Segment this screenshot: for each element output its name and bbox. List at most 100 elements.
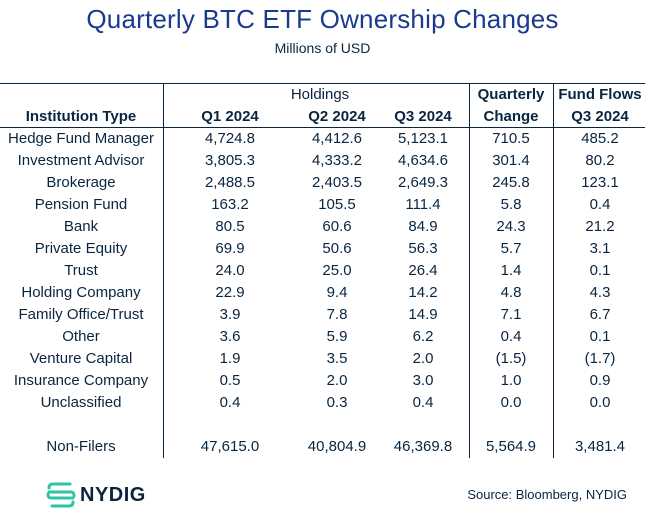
column-divider-3 bbox=[553, 84, 554, 458]
q1-cell: 3,805.3 bbox=[204, 152, 256, 169]
q2-cell: 50.6 bbox=[322, 240, 352, 257]
q1-cell: 163.2 bbox=[211, 196, 249, 213]
q2-cell: 25.0 bbox=[322, 262, 352, 279]
q1-cell: 80.5 bbox=[215, 218, 245, 235]
change-cell: 0.4 bbox=[500, 328, 522, 345]
change-cell: 0.0 bbox=[500, 394, 522, 411]
q3-header: Q3 2024 bbox=[394, 108, 452, 125]
q3-cell: 2,649.3 bbox=[397, 174, 449, 191]
flows-cell: 4.3 bbox=[589, 284, 611, 301]
q2-cell: 5.9 bbox=[326, 328, 348, 345]
column-divider-2 bbox=[469, 84, 470, 458]
holdings-group-header: Holdings bbox=[290, 86, 350, 103]
institution-cell: Insurance Company bbox=[13, 372, 149, 389]
flows-cell: 0.9 bbox=[589, 372, 611, 389]
q3-cell: 4,634.6 bbox=[397, 152, 449, 169]
change-cell: 1.0 bbox=[500, 372, 522, 389]
q2-cell: 2,403.5 bbox=[311, 174, 363, 191]
flows-cell: 3.1 bbox=[589, 240, 611, 257]
institution-cell: Hedge Fund Manager bbox=[8, 130, 154, 147]
q3-cell: 2.0 bbox=[412, 350, 434, 367]
q1-cell: 3.9 bbox=[219, 306, 241, 323]
q3-cell: 14.2 bbox=[408, 284, 438, 301]
chart-title: Quarterly BTC ETF Ownership Changes bbox=[86, 4, 559, 34]
q1-header: Q1 2024 bbox=[201, 108, 259, 125]
change-cell: 1.4 bbox=[500, 262, 522, 279]
institution-cell: Non-Filers bbox=[46, 438, 116, 455]
flows-cell: 485.2 bbox=[581, 130, 619, 147]
change-cell: 7.1 bbox=[500, 306, 522, 323]
institution-cell: Family Office/Trust bbox=[18, 306, 144, 323]
institution-cell: Bank bbox=[63, 218, 99, 235]
q2-cell: 2.0 bbox=[326, 372, 348, 389]
q2-cell: 4,412.6 bbox=[311, 130, 363, 147]
q2-cell: 40,804.9 bbox=[307, 438, 367, 455]
change-cell: 4.8 bbox=[500, 284, 522, 301]
q1-cell: 3.6 bbox=[219, 328, 241, 345]
institution-cell: Trust bbox=[64, 262, 98, 279]
institution-cell: Other bbox=[62, 328, 100, 345]
q3-cell: 0.4 bbox=[412, 394, 434, 411]
institution-cell: Venture Capital bbox=[29, 350, 133, 367]
q1-cell: 2,488.5 bbox=[204, 174, 256, 191]
q3-cell: 84.9 bbox=[408, 218, 438, 235]
q3-cell: 14.9 bbox=[408, 306, 438, 323]
flows-cell: 0.0 bbox=[589, 394, 611, 411]
q3-cell: 5,123.1 bbox=[397, 130, 449, 147]
q2-header: Q2 2024 bbox=[308, 108, 366, 125]
flows-cell: (1.7) bbox=[584, 350, 616, 367]
q2-cell: 9.4 bbox=[326, 284, 348, 301]
change-cell: 5,564.9 bbox=[485, 438, 537, 455]
q1-cell: 69.9 bbox=[215, 240, 245, 257]
flows-cell: 80.2 bbox=[585, 152, 615, 169]
change-cell: 301.4 bbox=[492, 152, 530, 169]
chart-subtitle: Millions of USD bbox=[274, 40, 371, 56]
institution-cell: Brokerage bbox=[46, 174, 116, 191]
q2-cell: 7.8 bbox=[326, 306, 348, 323]
change-cell: (1.5) bbox=[495, 350, 527, 367]
flows-cell: 0.4 bbox=[589, 196, 611, 213]
q1-cell: 0.5 bbox=[219, 372, 241, 389]
q2-cell: 3.5 bbox=[326, 350, 348, 367]
change-cell: 24.3 bbox=[496, 218, 526, 235]
q2-cell: 4,333.2 bbox=[311, 152, 363, 169]
nydig-logo-icon bbox=[46, 482, 76, 508]
institution-cell: Investment Advisor bbox=[17, 152, 145, 169]
change-cell: 5.8 bbox=[500, 196, 522, 213]
quarterly-header-bottom: Change bbox=[483, 108, 539, 125]
quarterly-header-top: Quarterly bbox=[477, 86, 545, 103]
q3-cell: 46,369.8 bbox=[393, 438, 453, 455]
q3-cell: 6.2 bbox=[412, 328, 434, 345]
q3-cell: 3.0 bbox=[412, 372, 434, 389]
flows-cell: 21.2 bbox=[585, 218, 615, 235]
q1-cell: 24.0 bbox=[215, 262, 245, 279]
nydig-logo-text: NYDIG bbox=[80, 483, 146, 506]
q1-cell: 22.9 bbox=[215, 284, 245, 301]
q1-cell: 47,615.0 bbox=[200, 438, 260, 455]
institution-type-header: Institution Type bbox=[25, 108, 137, 125]
flows-cell: 6.7 bbox=[589, 306, 611, 323]
column-divider-1 bbox=[163, 84, 164, 458]
flows-cell: 3,481.4 bbox=[574, 438, 626, 455]
institution-cell: Pension Fund bbox=[34, 196, 128, 213]
q1-cell: 4,724.8 bbox=[204, 130, 256, 147]
change-cell: 710.5 bbox=[492, 130, 530, 147]
source-note: Source: Bloomberg, NYDIG bbox=[467, 487, 627, 502]
institution-cell: Unclassified bbox=[40, 394, 122, 411]
header-rule bbox=[0, 127, 645, 128]
flows-cell: 0.1 bbox=[589, 328, 611, 345]
nydig-logo: NYDIG bbox=[46, 482, 146, 508]
fund-flows-header-top: Fund Flows bbox=[558, 86, 642, 103]
institution-cell: Holding Company bbox=[21, 284, 141, 301]
q2-cell: 105.5 bbox=[318, 196, 356, 213]
q3-cell: 111.4 bbox=[405, 196, 441, 213]
fund-flows-header-bottom: Q3 2024 bbox=[571, 108, 629, 125]
flows-cell: 123.1 bbox=[581, 174, 619, 191]
q3-cell: 56.3 bbox=[408, 240, 438, 257]
q3-cell: 26.4 bbox=[408, 262, 438, 279]
q1-cell: 1.9 bbox=[219, 350, 241, 367]
flows-cell: 0.1 bbox=[589, 262, 611, 279]
q2-cell: 0.3 bbox=[326, 394, 348, 411]
q2-cell: 60.6 bbox=[322, 218, 352, 235]
change-cell: 5.7 bbox=[500, 240, 522, 257]
